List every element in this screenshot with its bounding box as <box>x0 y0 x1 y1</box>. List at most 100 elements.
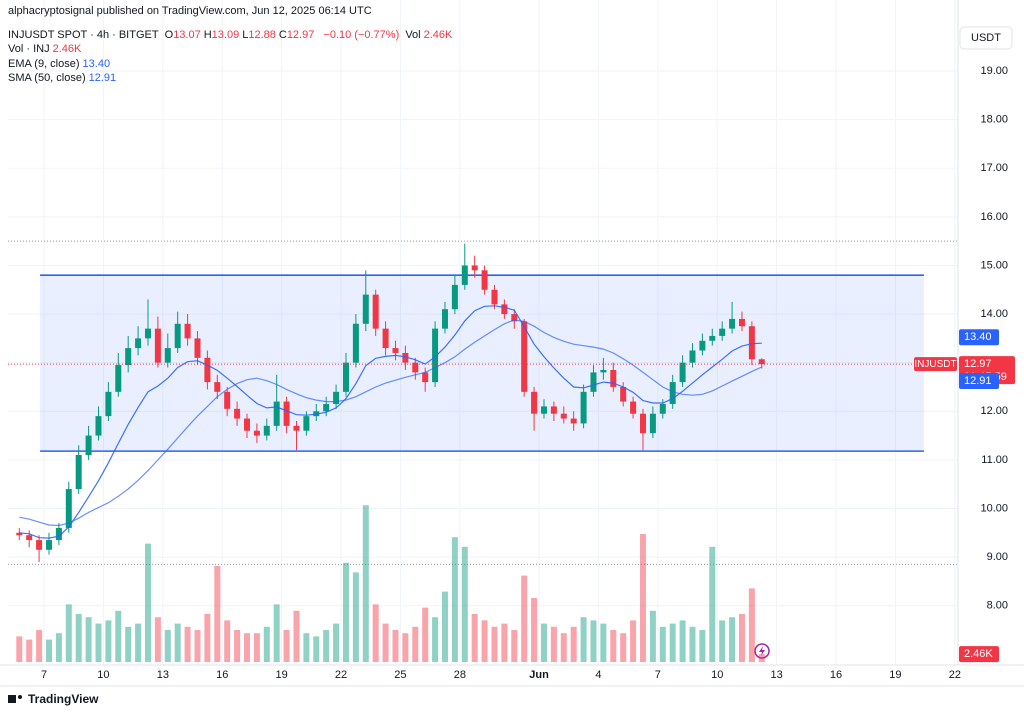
x-tick-label: 10 <box>97 669 109 681</box>
volume-bar <box>461 546 468 662</box>
candle-body <box>392 348 399 353</box>
volume-bar <box>224 620 231 662</box>
candle-body <box>719 328 726 336</box>
volume-bar <box>95 623 102 662</box>
change: −0.10 (−0.77%) <box>323 29 400 41</box>
volume-bar <box>16 636 23 662</box>
range-box <box>40 275 924 452</box>
sma_tag-label: 12.91 <box>964 375 992 387</box>
x-tick-label: 13 <box>157 669 169 681</box>
candle-body <box>432 328 439 383</box>
ohlc-value: 13.07 <box>173 29 201 41</box>
candle-body <box>283 401 290 426</box>
candle-body <box>273 401 280 426</box>
volume-bar <box>521 575 528 662</box>
volume-bar <box>243 633 250 662</box>
volume-bar <box>402 633 409 662</box>
price-tag-label: 12.97 <box>964 358 992 370</box>
candle-body <box>243 418 250 431</box>
volume-bar <box>689 626 696 662</box>
volume-bar <box>362 505 369 662</box>
y-tick-label: 16.00 <box>980 211 1008 223</box>
candle-body <box>303 416 310 431</box>
volume-bar <box>135 623 142 662</box>
y-tick-label: 10.00 <box>980 502 1008 514</box>
publisher: alphacryptosignal published on TradingVi… <box>8 5 372 17</box>
candle-body <box>471 265 478 271</box>
x-tick-label: 22 <box>335 669 347 681</box>
ohlc: O13.07 H13.09 L12.88 C12.97 <box>165 29 318 41</box>
candle-body <box>610 369 617 387</box>
ohlc-value: 13.09 <box>211 29 240 41</box>
volume-bar <box>144 543 151 662</box>
volume-bar <box>204 614 211 662</box>
x-tick-label: 7 <box>655 669 661 681</box>
footer-logo: TradingView <box>8 692 99 706</box>
y-tick-label: 9.00 <box>987 551 1008 563</box>
ohlc-value: 12.88 <box>248 29 276 41</box>
volume-bar <box>45 639 52 662</box>
candle-body <box>224 391 231 409</box>
volume-bar <box>471 614 478 662</box>
candle-body <box>709 335 716 341</box>
volume-bar <box>580 617 587 662</box>
volume-bar <box>194 630 201 662</box>
volume-bar <box>610 630 617 662</box>
volume-bar <box>432 617 439 662</box>
volume-bar <box>422 607 429 662</box>
volume-bar <box>550 626 557 662</box>
indicator-lines <box>19 305 763 539</box>
candle-body <box>540 406 547 414</box>
vol-label: Vol <box>405 29 421 41</box>
volume-bar <box>125 626 132 662</box>
volume-tag <box>959 646 999 663</box>
candle-body <box>194 338 201 358</box>
candle-body <box>422 372 429 383</box>
candle-body <box>144 328 151 339</box>
grid <box>8 0 958 665</box>
volume-pane <box>16 505 765 662</box>
candle-body <box>382 328 389 349</box>
volume-bar <box>174 623 181 662</box>
volume-bar <box>323 630 330 662</box>
volume-bar <box>105 620 112 662</box>
candle-body <box>501 304 508 315</box>
volume-bar <box>639 534 646 662</box>
volume-bar <box>669 623 676 662</box>
sma-line <box>19 319 763 527</box>
volume-bar <box>154 617 161 662</box>
candle-body <box>402 352 409 363</box>
candle-body <box>412 362 419 373</box>
candle-body <box>560 413 567 419</box>
ema-line <box>19 305 762 539</box>
y-tick-label: 19.00 <box>980 65 1008 77</box>
candle-body <box>214 382 221 392</box>
candle-body <box>234 408 241 419</box>
volume-bar <box>333 623 340 662</box>
candle-body <box>531 391 538 414</box>
candle-body <box>352 323 359 363</box>
candle-body <box>95 416 102 436</box>
candle-body <box>135 338 142 349</box>
candle-body <box>570 418 577 424</box>
volume-bar <box>85 617 92 662</box>
volume-bar <box>36 630 43 662</box>
x-tick-label: 19 <box>889 669 901 681</box>
indicator-value: 12.91 <box>88 72 117 84</box>
candle-body <box>441 309 448 329</box>
candle-body <box>639 413 646 434</box>
candle-body <box>580 391 587 424</box>
candle-body <box>342 362 349 392</box>
x-tick-label: 7 <box>41 669 47 681</box>
currency-button[interactable] <box>959 26 1013 50</box>
candle-body <box>362 294 369 324</box>
volume-bar <box>303 633 310 662</box>
candle-body <box>620 386 627 402</box>
ema_tag-label: 13.40 <box>964 331 992 343</box>
ema_tag <box>959 329 999 346</box>
volume-bar <box>441 591 448 662</box>
volume-bar <box>481 620 488 662</box>
volume-bar <box>283 630 290 662</box>
volume-bar <box>748 588 755 662</box>
indicator: SMA (50, close) 12.91 <box>8 72 119 84</box>
